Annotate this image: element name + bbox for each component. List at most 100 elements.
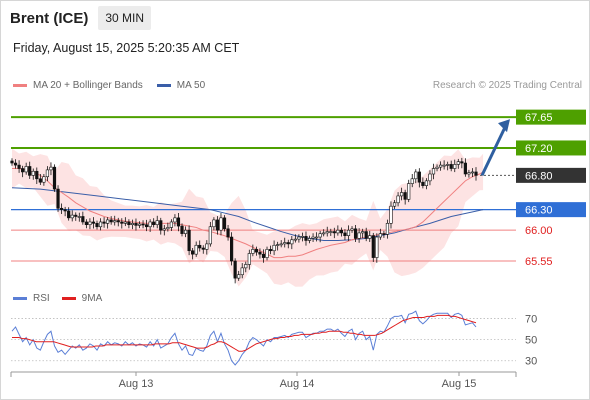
candle-body (21, 168, 25, 173)
candle-body (247, 253, 251, 265)
candle-body (180, 225, 184, 234)
candle-body (276, 244, 280, 246)
candle-body (339, 229, 344, 234)
candle-body (166, 227, 170, 230)
candle-body (45, 169, 50, 178)
candle-body (297, 236, 301, 240)
legend-item-ma50: MA 50 (156, 80, 205, 91)
bollinger-band-fill (12, 148, 484, 287)
candle-body (350, 228, 354, 231)
candle-body (169, 221, 173, 228)
candle-body (187, 229, 191, 252)
candle-body (70, 214, 74, 219)
candle-body (325, 231, 329, 234)
candle-body (198, 244, 202, 249)
level-label-67-65: 67.65 (525, 112, 553, 124)
title-bar: Brent (ICE) 30 MIN (4, 5, 152, 31)
candle-body (261, 253, 266, 258)
candle-body (378, 233, 382, 238)
candle-body (123, 221, 127, 224)
candle-body (431, 168, 436, 175)
candle-body (258, 251, 262, 255)
candle-body (28, 166, 32, 176)
candle-body (98, 221, 103, 228)
level-label-66-80: 66.80 (525, 170, 553, 182)
candle-body (392, 202, 397, 207)
candle-body (56, 188, 60, 209)
candle-body (336, 229, 340, 234)
ma50-swatch (156, 84, 171, 87)
candle-body (244, 264, 248, 269)
ma20-label: MA 20 + Bollinger Bands (33, 80, 143, 91)
candle-body (396, 195, 400, 204)
level-label-66-00: 66.00 (525, 225, 553, 237)
rsi-swatch (13, 297, 27, 300)
candle-body (183, 229, 188, 234)
candle-body (134, 223, 138, 226)
candle-body (421, 181, 425, 186)
level-label-67-20: 67.20 (525, 143, 553, 155)
candle-body (368, 235, 372, 239)
candles-group (10, 157, 478, 284)
ma50-line (11, 187, 484, 241)
timeframe-badge[interactable]: 30 MIN (98, 6, 152, 30)
candle-body (361, 231, 365, 234)
candle-body (446, 164, 450, 166)
instrument-title: Brent (ICE) (10, 9, 89, 27)
rsi-ma-swatch (61, 297, 76, 300)
candle-body (293, 238, 297, 241)
candle-body (467, 172, 471, 175)
candle-body (382, 233, 386, 235)
candle-body (88, 221, 92, 226)
candle-body (194, 244, 198, 255)
level-label-67-65-bg (516, 109, 586, 125)
candle-body (435, 166, 439, 169)
candle-body (155, 220, 159, 226)
level-label-66-30: 66.30 (525, 205, 553, 217)
candle-body (42, 176, 46, 183)
candle-body (318, 233, 322, 238)
candle-body (222, 217, 227, 230)
candle-body (49, 166, 53, 171)
candle-body (385, 223, 390, 235)
candle-body (375, 236, 379, 258)
candle-body (91, 221, 96, 224)
candle-body (31, 170, 35, 176)
rsi-ma-label: 9MA (81, 293, 103, 304)
candle-body (315, 236, 319, 239)
candle-body (162, 228, 166, 231)
candle-body (453, 164, 457, 169)
candle-body (279, 243, 283, 246)
candle-body (304, 236, 308, 241)
candle-body (35, 170, 39, 180)
candle-body (332, 231, 336, 234)
candle-body (357, 232, 361, 239)
candle-body (113, 220, 117, 223)
candle-body (137, 223, 142, 226)
candle-body (371, 235, 375, 258)
candle-body (38, 178, 42, 183)
level-label-66-80-bg (516, 167, 586, 183)
candle-body (215, 219, 220, 231)
candle-body (438, 164, 443, 168)
candle-body (470, 171, 475, 174)
candle-body (106, 219, 110, 224)
candle-body (109, 219, 113, 223)
candle-body (233, 260, 237, 279)
candle-body (212, 219, 216, 228)
candle-body (307, 238, 312, 241)
candle-body (364, 231, 368, 239)
candle-body (116, 220, 120, 223)
legend-item-rsi: RSI (13, 293, 50, 304)
candle-body (127, 221, 131, 226)
candle-body (268, 249, 273, 252)
candle-body (141, 223, 145, 226)
forecast-arrow-shaft (480, 124, 508, 177)
candle-body (230, 236, 234, 262)
x-tick-label: Aug 15 (442, 378, 477, 390)
candle-body (152, 221, 156, 226)
candle-body (191, 250, 195, 255)
candle-body (63, 209, 67, 212)
candle-body (205, 243, 209, 250)
